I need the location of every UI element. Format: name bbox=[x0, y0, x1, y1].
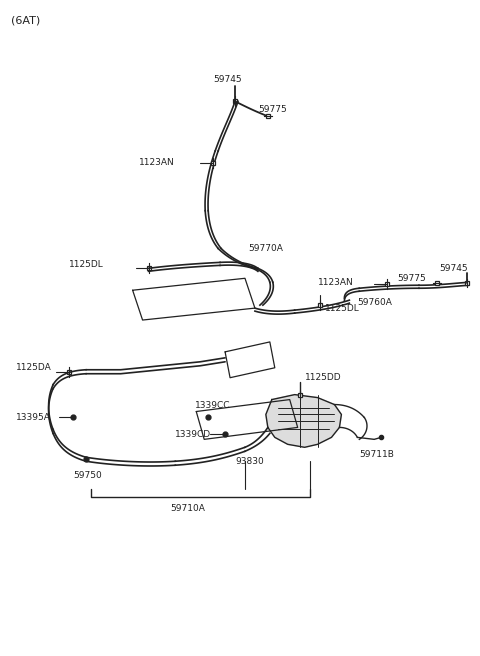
Text: 1125DD: 1125DD bbox=[305, 373, 341, 382]
Text: 1123AN: 1123AN bbox=[139, 159, 174, 167]
Polygon shape bbox=[266, 395, 341, 447]
Text: 13395A: 13395A bbox=[16, 413, 51, 422]
Text: 1339CD: 1339CD bbox=[175, 430, 212, 439]
Text: 59775: 59775 bbox=[397, 274, 426, 283]
Text: 1125DL: 1125DL bbox=[324, 304, 359, 313]
Text: (6AT): (6AT) bbox=[12, 16, 41, 26]
Text: 59770A: 59770A bbox=[248, 244, 283, 253]
Text: 1125DA: 1125DA bbox=[16, 363, 52, 372]
Text: 59745: 59745 bbox=[213, 75, 242, 84]
Text: 59745: 59745 bbox=[439, 264, 468, 273]
Text: 59711B: 59711B bbox=[360, 450, 394, 459]
Text: 1339CC: 1339CC bbox=[195, 401, 231, 410]
Text: 1123AN: 1123AN bbox=[318, 277, 353, 287]
Text: 59750: 59750 bbox=[73, 470, 102, 480]
Text: 59775: 59775 bbox=[258, 105, 287, 113]
Text: 59760A: 59760A bbox=[357, 298, 392, 306]
Text: 1125DL: 1125DL bbox=[69, 260, 104, 269]
Text: 59710A: 59710A bbox=[170, 504, 205, 514]
Text: 93830: 93830 bbox=[235, 457, 264, 466]
